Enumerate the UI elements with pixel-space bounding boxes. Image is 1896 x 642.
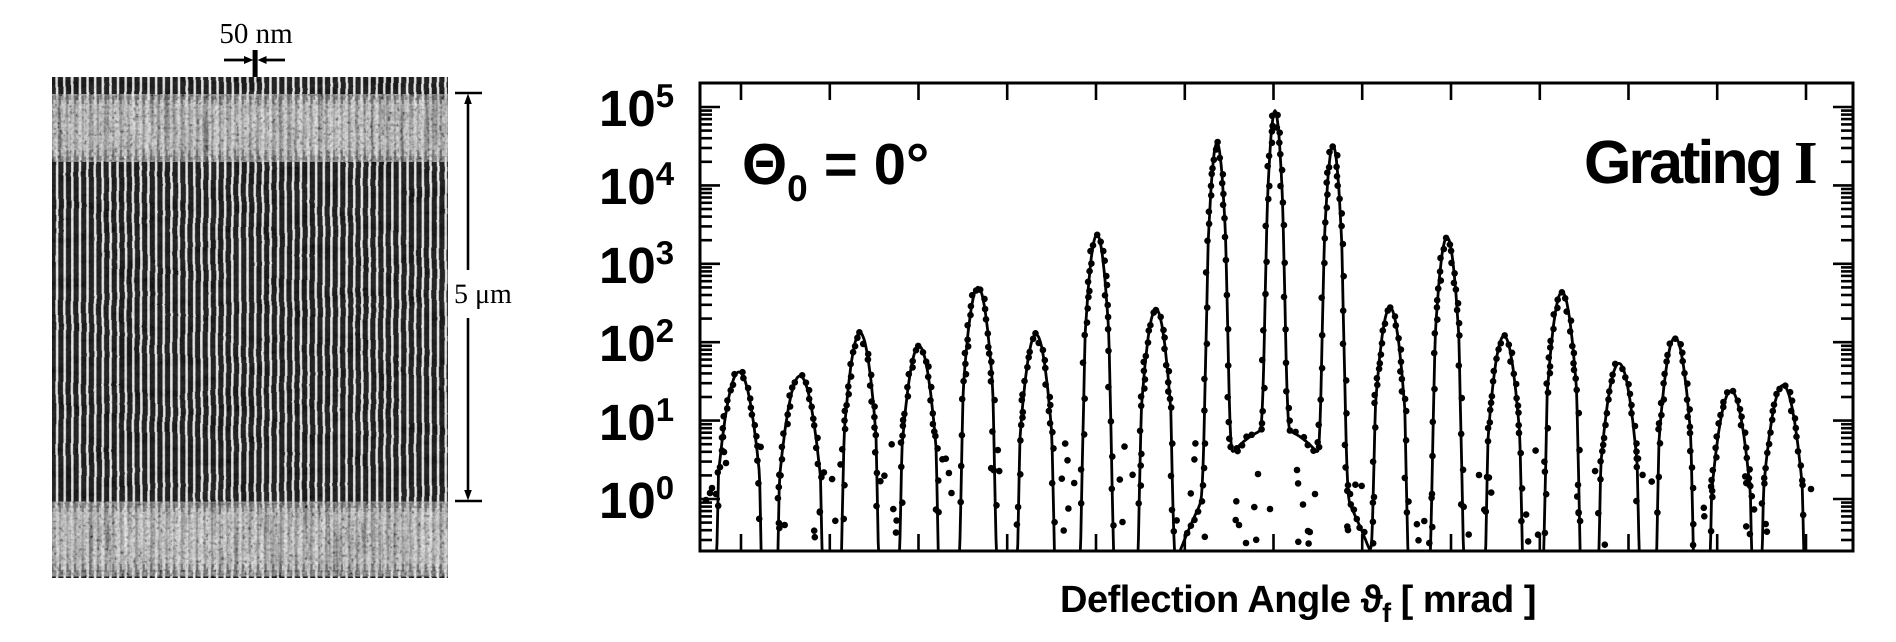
svg-text:103: 103 — [599, 234, 674, 294]
svg-text:Grating I: Grating I — [1584, 128, 1816, 197]
svg-text:Deflection Angle ϑf [ mrad ]: Deflection Angle ϑf [ mrad ] — [1060, 579, 1536, 628]
svg-text:100: 100 — [599, 469, 674, 529]
svg-text:5 μm: 5 μm — [454, 279, 512, 310]
svg-text:104: 104 — [599, 155, 675, 215]
svg-text:101: 101 — [599, 391, 674, 451]
svg-text:102: 102 — [599, 312, 674, 372]
svg-text:50 nm: 50 nm — [219, 18, 293, 50]
svg-text:Θ0 = 0°: Θ0 = 0° — [742, 132, 929, 209]
svg-text:105: 105 — [599, 77, 674, 137]
